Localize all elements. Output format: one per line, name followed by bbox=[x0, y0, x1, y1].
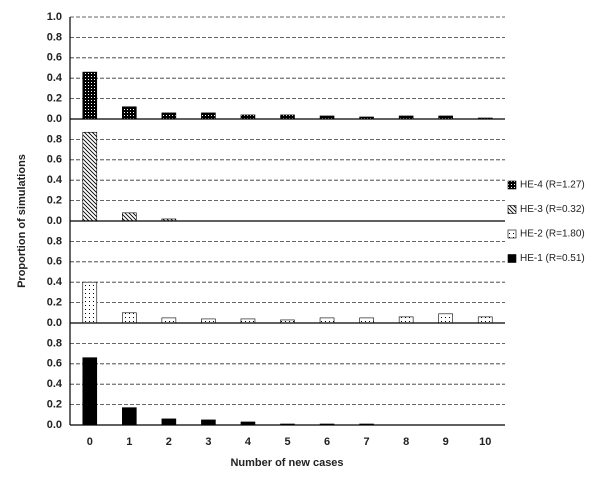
y-tick-label: 0.8 bbox=[47, 235, 62, 247]
legend-marker bbox=[507, 254, 517, 263]
y-tick-label: 0.0 bbox=[47, 113, 62, 125]
x-tick-label: 10 bbox=[479, 436, 491, 448]
y-tick-label: 1.0 bbox=[47, 11, 62, 23]
x-tick-label: 4 bbox=[245, 436, 252, 448]
legend-marker bbox=[507, 205, 517, 214]
legend-marker bbox=[507, 180, 517, 190]
y-tick-label: 0.2 bbox=[47, 399, 62, 411]
bar bbox=[201, 112, 216, 120]
bar bbox=[161, 112, 177, 120]
legend-label: HE-4 (R=1.27) bbox=[520, 180, 585, 191]
y-tick-label: 0.0 bbox=[47, 419, 62, 431]
y-tick-label: 0.6 bbox=[47, 256, 62, 268]
y-tick-label: 0.6 bbox=[47, 52, 62, 64]
legend-marker bbox=[507, 229, 517, 239]
x-tick-label: 3 bbox=[205, 436, 211, 448]
y-tick-label: 0.6 bbox=[47, 154, 62, 166]
x-tick-label: 6 bbox=[324, 436, 330, 448]
y-axis-label: Proportion of simulations bbox=[16, 154, 28, 288]
x-tick-label: 5 bbox=[284, 436, 290, 448]
bar bbox=[319, 317, 335, 324]
bar bbox=[82, 281, 98, 324]
bar bbox=[82, 131, 98, 222]
legend-label: HE-3 (R=0.32) bbox=[520, 204, 585, 215]
bar bbox=[122, 407, 137, 426]
x-tick-label: 1 bbox=[126, 436, 132, 448]
y-tick-label: 0.4 bbox=[47, 378, 63, 390]
y-tick-label: 0.0 bbox=[47, 317, 62, 329]
x-tick-label: 0 bbox=[87, 436, 93, 448]
bar bbox=[359, 317, 374, 324]
y-tick-label: 0.4 bbox=[47, 72, 63, 84]
y-tick-label: 0.2 bbox=[47, 93, 62, 105]
bar bbox=[240, 318, 256, 324]
y-tick-label: 0.4 bbox=[47, 174, 63, 186]
bar bbox=[280, 114, 295, 120]
bar bbox=[477, 316, 493, 324]
bar bbox=[122, 212, 137, 222]
bar bbox=[82, 71, 98, 120]
legend-label: HE-1 (R=0.51) bbox=[520, 253, 585, 264]
bar bbox=[161, 418, 177, 426]
x-tick-label: 2 bbox=[166, 436, 172, 448]
y-tick-label: 0.2 bbox=[47, 195, 62, 207]
bar bbox=[161, 317, 177, 324]
legend-label: HE-2 (R=1.80) bbox=[520, 229, 585, 240]
bar bbox=[240, 114, 256, 120]
bar bbox=[201, 419, 216, 426]
y-tick-label: 0.0 bbox=[47, 215, 62, 227]
bar bbox=[122, 106, 137, 120]
bar bbox=[438, 313, 453, 324]
bar bbox=[122, 312, 137, 324]
x-axis-label: Number of new cases bbox=[230, 457, 343, 469]
x-tick-label: 7 bbox=[364, 436, 370, 448]
y-tick-label: 0.8 bbox=[47, 133, 62, 145]
y-tick-label: 0.8 bbox=[47, 337, 62, 349]
bar bbox=[82, 357, 98, 426]
bar bbox=[201, 318, 216, 324]
x-tick-label: 8 bbox=[403, 436, 409, 448]
y-tick-label: 0.4 bbox=[47, 276, 63, 288]
y-tick-label: 0.8 bbox=[47, 31, 62, 43]
y-tick-label: 0.6 bbox=[47, 358, 62, 370]
x-tick-label: 9 bbox=[443, 436, 449, 448]
y-tick-label: 0.2 bbox=[47, 297, 62, 309]
bar bbox=[398, 316, 414, 324]
